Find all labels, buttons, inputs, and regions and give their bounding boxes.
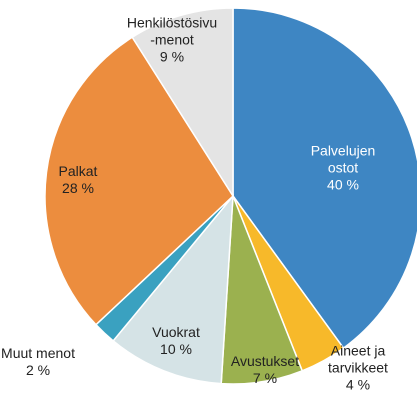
value-label: 28 % [62, 180, 94, 196]
slice-label: Palvelujen ostot 40 % [311, 143, 376, 194]
slice-label: Avustukset 7 % [231, 353, 299, 387]
category-label: Henkilöstösivu -menot [126, 14, 218, 48]
category-label: Vuokrat [152, 324, 200, 340]
category-label: Aineet ja tarvikkeet [328, 342, 388, 376]
slice-label: Aineet ja tarvikkeet 4 % [328, 343, 388, 394]
pie-slice [112, 193, 234, 385]
slice-label: Henkilöstösivu -menot 9 % [127, 15, 217, 66]
value-label: 10 % [160, 341, 192, 357]
slice-label: Muut menot 2 % [1, 345, 75, 379]
pie-slice [131, 7, 234, 199]
value-label: 40 % [327, 176, 359, 193]
category-label: Muut menot [1, 345, 75, 361]
category-label: Palkat [58, 163, 98, 179]
value-label: 4 % [345, 376, 371, 393]
value-label: 9 % [159, 48, 185, 65]
slice-label: Palkat 28 % [59, 163, 98, 197]
pie-slice [44, 36, 234, 326]
pie-slice [232, 7, 417, 350]
value-label: 2 % [25, 362, 51, 378]
category-label: Avustukset [230, 353, 300, 369]
slice-label: Vuokrat 10 % [152, 324, 200, 358]
value-label: 7 % [252, 370, 278, 386]
category-label: Palvelujen ostot [310, 142, 376, 176]
